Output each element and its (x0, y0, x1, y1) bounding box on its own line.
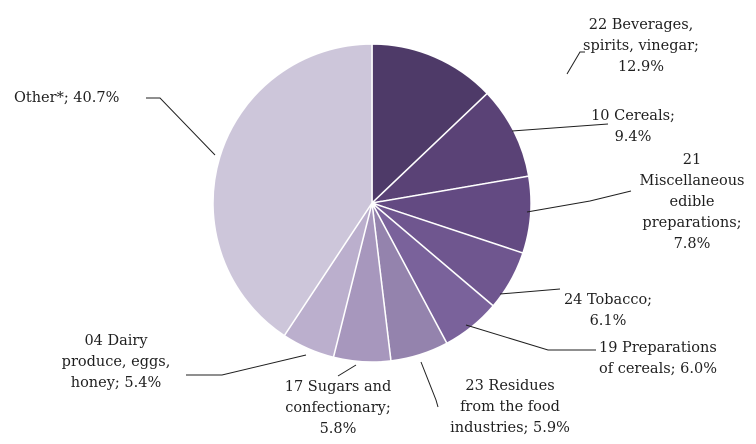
slice-labels: 22 Beverages, spirits, vinegar; 12.9% 10 Ce… (14, 17, 744, 437)
slice-label-line: 23 Residues (465, 378, 554, 394)
slice-label-line: edible (669, 194, 714, 210)
slice-label-line: 19 Preparations (599, 340, 717, 356)
leader-line (566, 51, 585, 75)
slice-label-line: 6.1% (590, 313, 627, 329)
slice-label-line: confectionary; (285, 400, 390, 416)
leader-line (526, 190, 632, 213)
slice-label-line: spirits, vinegar; (583, 38, 699, 54)
slice-label: 21 Miscellaneous edible preparations; 7.8% (640, 152, 745, 252)
slice-label: 23 Residues from the food industries; 5.9% (450, 378, 570, 436)
slice-label: 10 Cereals; 9.4% (591, 108, 675, 145)
pie-slice (371, 43, 489, 205)
slice-label: 17 Sugars and confectionary; 5.8% (285, 379, 392, 437)
slice-label: 04 Dairy produce, eggs, honey; 5.4% (62, 333, 171, 391)
slice-label-line: 5.8% (320, 421, 357, 437)
slice-label-line: Miscellaneous (640, 173, 745, 189)
slice-label: 19 Preparations of cereals; 6.0% (599, 340, 717, 377)
slice-label-line: 7.8% (674, 236, 711, 252)
slice-label: 24 Tobacco; 6.1% (564, 292, 652, 329)
leader-line (511, 123, 609, 132)
slice-label-line: 10 Cereals; (591, 108, 675, 124)
slice-label-line: 24 Tobacco; (564, 292, 652, 308)
slice-label: Other*; 40.7% (14, 90, 119, 106)
slice-label-line: preparations; (642, 215, 741, 231)
leader-line (146, 97, 216, 156)
leader-lines (146, 51, 632, 408)
slice-label: 22 Beverages, spirits, vinegar; 12.9% (583, 17, 699, 75)
pie-slice (212, 43, 373, 337)
leader-line (420, 361, 439, 408)
slice-label-line: 17 Sugars and (285, 379, 392, 395)
leader-line (499, 288, 561, 295)
slice-label-line: of cereals; 6.0% (599, 361, 717, 377)
pie-slice (369, 92, 530, 205)
slice-label-line: Other*; 40.7% (14, 90, 119, 106)
slice-label-line: 9.4% (615, 129, 652, 145)
slice-label-line: from the food (460, 399, 560, 415)
slice-label-line: produce, eggs, (62, 354, 171, 370)
slice-label-line: industries; 5.9% (450, 420, 570, 436)
leader-line (465, 324, 596, 351)
slice-label-line: 22 Beverages, (589, 17, 694, 33)
pie-slices (212, 43, 532, 363)
slice-label-line: 12.9% (618, 59, 664, 75)
slice-label-line: 21 (683, 152, 701, 168)
leader-line (186, 354, 307, 376)
leader-line (337, 364, 357, 377)
slice-label-line: 04 Dairy (84, 333, 148, 349)
slice-label-line: honey; 5.4% (71, 375, 162, 391)
